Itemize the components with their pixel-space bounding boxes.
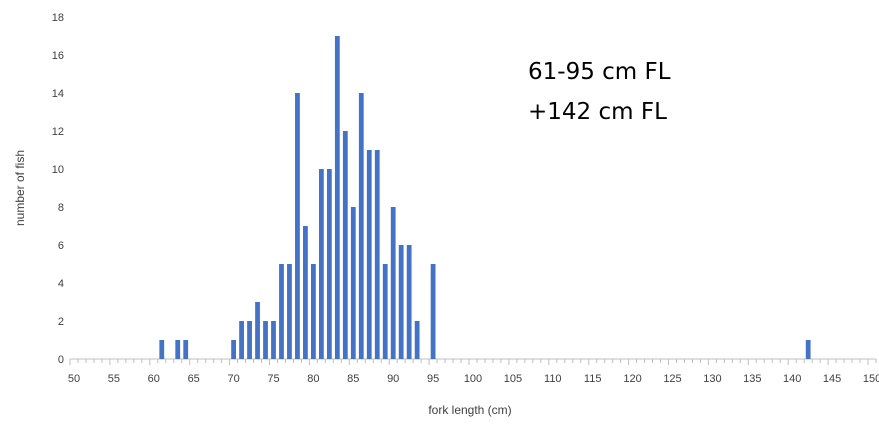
- y-tick-label: 14: [52, 88, 64, 100]
- x-tick-label: 95: [427, 373, 439, 385]
- histogram-bar: [231, 340, 236, 359]
- x-tick-label: 80: [307, 373, 319, 385]
- histogram-bar: [390, 207, 396, 359]
- y-tick-label: 0: [58, 354, 64, 366]
- bars: [159, 36, 811, 359]
- histogram-bar: [159, 340, 165, 359]
- histogram-bar: [183, 340, 189, 359]
- histogram-bar: [350, 207, 356, 359]
- histogram-bar: [255, 302, 260, 359]
- y-tick-label: 8: [58, 202, 64, 214]
- x-tick-label: 100: [464, 373, 482, 385]
- annotation-outlier: +142 cm FL: [528, 99, 667, 125]
- histogram-bar: [430, 264, 436, 359]
- histogram-bar: [366, 150, 372, 359]
- y-axis: 0 2 4 6 8 10 12 14 16 18: [52, 12, 64, 366]
- histogram-bar: [358, 93, 364, 359]
- histogram-bar: [295, 93, 300, 359]
- x-tick-label: 55: [108, 373, 120, 385]
- y-tick-label: 2: [58, 316, 64, 328]
- x-tick-label: 70: [227, 373, 239, 385]
- y-tick-label: 12: [52, 126, 64, 138]
- x-tick-label: 50: [68, 373, 80, 385]
- x-tick-label: 145: [823, 373, 841, 385]
- histogram-bar: [318, 169, 324, 359]
- x-axis-title: fork length (cm): [428, 403, 511, 417]
- x-tick-label: 90: [387, 373, 399, 385]
- histogram-bar: [414, 321, 420, 359]
- x-tick-label: 135: [743, 373, 761, 385]
- histogram-bar: [271, 321, 276, 359]
- histogram-bar: [287, 264, 292, 359]
- x-tick-label: 110: [544, 373, 562, 385]
- histogram-bar: [342, 131, 348, 359]
- x-tick-label: 65: [188, 373, 200, 385]
- x-tick-label: 120: [623, 373, 641, 385]
- histogram-bar: [398, 245, 404, 359]
- x-tick-label: 140: [783, 373, 801, 385]
- histogram-bar: [303, 226, 308, 359]
- histogram-bar: [805, 340, 811, 359]
- x-tick-label: 150: [863, 373, 879, 385]
- y-tick-label: 4: [58, 278, 64, 290]
- histogram-bar: [374, 150, 380, 359]
- x-tick-label: 115: [584, 373, 602, 385]
- x-tick-label: 125: [663, 373, 681, 385]
- y-tick-label: 18: [52, 12, 64, 24]
- x-tick-label: 75: [267, 373, 279, 385]
- histogram-bar: [247, 321, 252, 359]
- histogram-bar: [175, 340, 181, 359]
- x-tick-label: 60: [148, 373, 160, 385]
- y-tick-label: 10: [52, 164, 64, 176]
- histogram-bar: [406, 245, 412, 359]
- histogram-bar: [279, 264, 284, 359]
- y-tick-label: 6: [58, 240, 64, 252]
- x-tick-label: 105: [504, 373, 522, 385]
- x-tick-label: 130: [703, 373, 721, 385]
- annotation-range: 61-95 cm FL: [528, 59, 671, 85]
- histogram-bar: [326, 169, 332, 359]
- x-axis: 50 55 60 65 70 75 80 85 90 95 100 105 110 115 120 125 13…: [68, 358, 879, 385]
- histogram-bar: [382, 264, 388, 359]
- histogram-bar: [311, 264, 316, 359]
- x-tick-label: 85: [347, 373, 359, 385]
- y-axis-title: number of fish: [13, 150, 27, 226]
- histogram-bar: [263, 321, 268, 359]
- histogram-bar: [239, 321, 244, 359]
- y-tick-label: 16: [52, 50, 64, 62]
- histogram-bar: [334, 36, 340, 359]
